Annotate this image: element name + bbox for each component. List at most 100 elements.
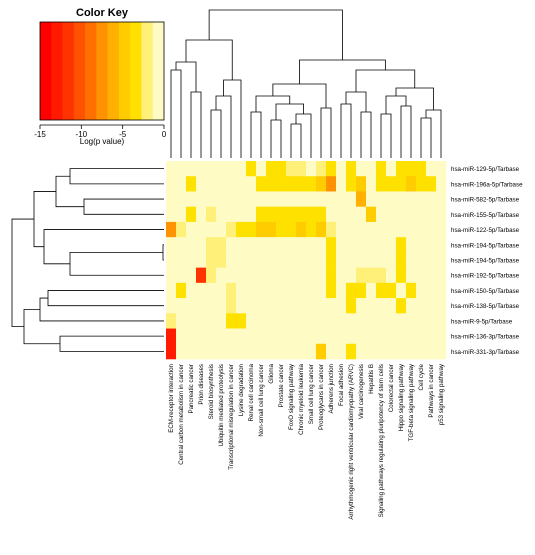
row-label: hsa-miR-192-5p/Tarbase	[451, 273, 520, 280]
heatmap-cell	[196, 176, 207, 192]
heatmap-cell	[276, 313, 287, 329]
heatmap-cell	[166, 237, 177, 253]
heatmap-cell	[386, 237, 397, 253]
heatmap-cell	[216, 221, 227, 238]
heatmap-cell	[236, 221, 247, 238]
heatmap-cell	[296, 206, 307, 223]
color-key-axis: -15 -10 -5 0	[34, 124, 167, 139]
heatmap-cell	[206, 237, 217, 253]
heatmap-cell	[386, 298, 397, 314]
row-label: hsa-miR-196a-5p/Tarbase	[451, 181, 523, 188]
heatmap-cell	[346, 298, 357, 314]
heatmap-cell	[246, 191, 257, 207]
row-dendrogram	[11, 168, 164, 352]
heatmap-cell	[406, 252, 417, 268]
heatmap-cell	[216, 191, 227, 207]
heatmap-cell	[166, 221, 177, 238]
heatmap-cell	[296, 237, 307, 253]
heatmap-cell	[416, 343, 427, 360]
heatmap-cell	[206, 191, 217, 207]
heatmap-cell	[356, 237, 367, 253]
heatmap-cell	[196, 267, 207, 284]
heatmap-cell	[296, 252, 307, 268]
heatmap-cell	[396, 298, 407, 314]
heatmap-cell	[266, 298, 277, 314]
heatmap-cell	[406, 206, 417, 223]
column-label: Arrhythmogenic right ventricular cardiom…	[348, 364, 355, 520]
heatmap-cell	[316, 282, 327, 299]
heatmap-cell	[226, 328, 237, 345]
heatmap-cell	[326, 161, 337, 177]
column-label: ECM-receptor interaction	[168, 363, 175, 432]
column-label: Glioma	[268, 363, 275, 383]
heatmap-cell	[326, 298, 337, 314]
heatmap-cell	[316, 221, 327, 238]
heatmap-cell	[396, 221, 407, 238]
color-key-band	[96, 22, 108, 120]
heatmap-cell	[266, 282, 277, 299]
heatmap-cell	[216, 237, 227, 253]
heatmap-cell	[356, 206, 367, 223]
heatmap-cell	[196, 282, 207, 299]
heatmap-cell	[296, 221, 307, 238]
heatmap-cell	[316, 191, 327, 207]
heatmap-cell	[346, 221, 357, 238]
dendrogram-link	[83, 198, 164, 215]
heatmap-cell	[216, 313, 227, 329]
heatmap-cell	[376, 161, 387, 177]
heatmap-cell	[226, 252, 237, 268]
heatmap-cells	[166, 161, 447, 360]
heatmap-cell	[386, 221, 397, 238]
heatmap-cell	[436, 191, 447, 207]
heatmap-cell	[286, 176, 297, 192]
dendrogram-link	[43, 229, 164, 265]
heatmap-cell	[426, 221, 437, 238]
heatmap-cell	[436, 161, 447, 177]
column-labels: ECM-receptor interaction Central carbon m…	[168, 363, 445, 520]
heatmap-cell	[186, 221, 197, 238]
heatmap-cell	[386, 343, 397, 360]
heatmap-cell	[296, 313, 307, 329]
heatmap-cell	[176, 237, 187, 253]
heatmap-cell	[226, 267, 237, 284]
heatmap-cell	[286, 298, 297, 314]
dendrogram-link	[190, 91, 202, 158]
heatmap-cell	[406, 191, 417, 207]
heatmap-cell	[376, 267, 387, 284]
heatmap-cell	[336, 161, 347, 177]
heatmap-cell	[166, 343, 177, 360]
column-dendrogram	[170, 9, 442, 158]
heatmap-cell	[326, 282, 337, 299]
heatmap-cell	[246, 298, 257, 314]
heatmap-cell	[236, 161, 247, 177]
column-label: p53 signaling pathway	[438, 363, 445, 425]
heatmap-cell	[406, 176, 417, 192]
heatmap-cell	[376, 191, 387, 207]
heatmap-cell	[366, 237, 377, 253]
heatmap-cell	[326, 176, 337, 192]
heatmap-cell	[216, 298, 227, 314]
heatmap-cell	[246, 237, 257, 253]
heatmap-cell	[346, 176, 357, 192]
row-label: hsa-miR-9-5p/Tarbase	[451, 318, 513, 325]
heatmap-cell	[256, 282, 267, 299]
heatmap-cell	[296, 282, 307, 299]
heatmap-cell	[406, 343, 417, 360]
heatmap-cell	[396, 328, 407, 345]
heatmap-cell	[236, 343, 247, 360]
heatmap-cell	[256, 267, 267, 284]
heatmap-cell	[196, 191, 207, 207]
heatmap-cell	[356, 191, 367, 207]
heatmap-cell	[356, 313, 367, 329]
heatmap-cell	[366, 328, 377, 345]
row-label: hsa-miR-582-5p/Tarbase	[451, 197, 520, 204]
heatmap-cell	[266, 252, 277, 268]
heatmap-cell	[196, 237, 207, 253]
color-key-band	[152, 22, 165, 120]
column-label: Prostate cancer	[278, 364, 285, 407]
heatmap-cell	[286, 161, 297, 177]
heatmap-cell	[246, 343, 257, 360]
column-label: Adherens junction	[328, 363, 335, 413]
heatmap-cell	[326, 191, 337, 207]
dendrogram-link	[69, 251, 164, 276]
